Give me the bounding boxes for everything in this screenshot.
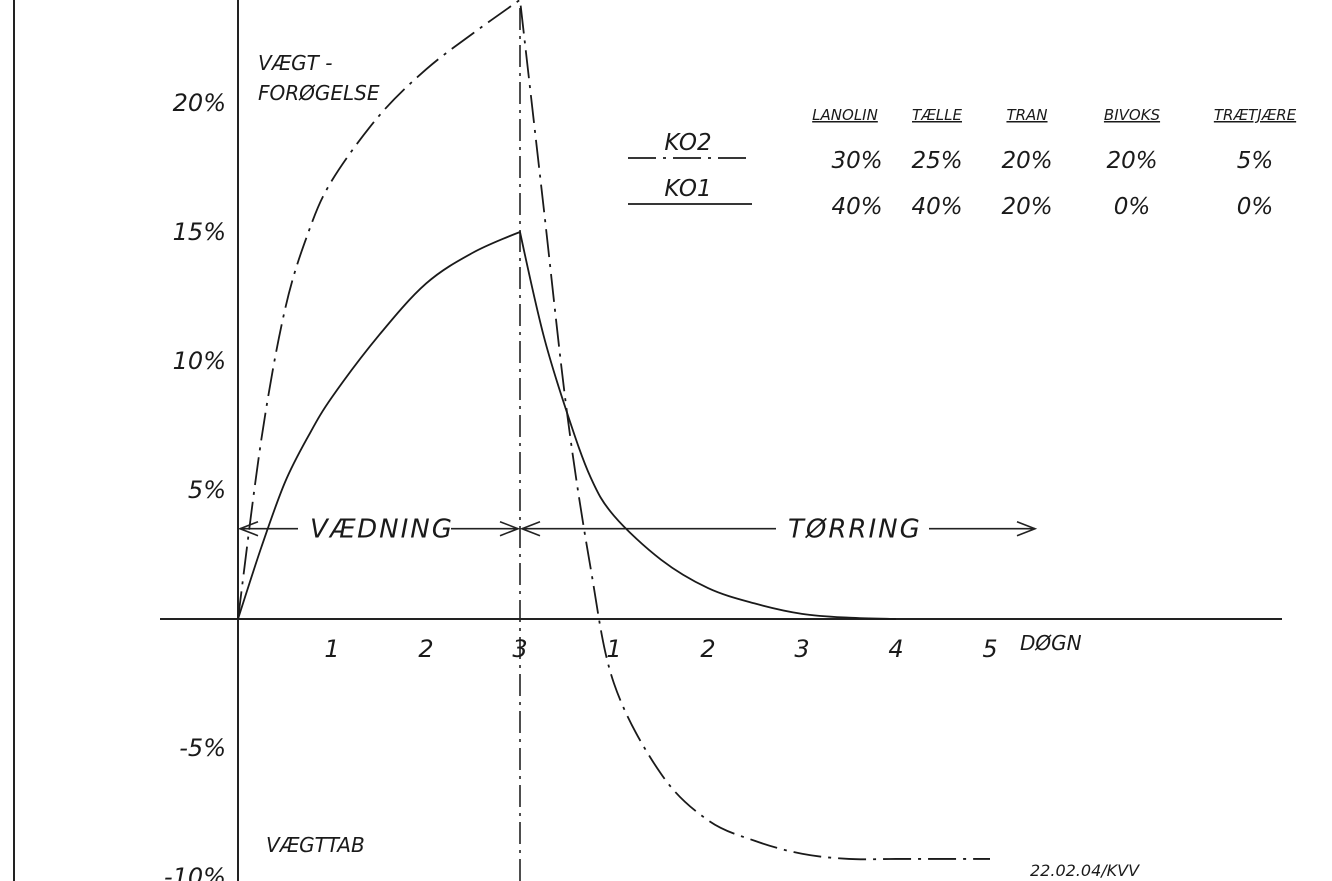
phase-arrowhead xyxy=(237,520,259,537)
y-label-top-line2: FORØGELSE xyxy=(258,81,380,105)
series-line-ko1 xyxy=(237,230,897,620)
y-tick-label: 10% xyxy=(173,347,226,375)
y-label-top-line1: VÆGT - xyxy=(258,51,332,75)
phase-arrowhead xyxy=(1016,520,1038,537)
x-tick-label: 2 xyxy=(700,635,715,663)
legend-value: 30% xyxy=(831,148,882,174)
x-tick-label: 3 xyxy=(794,635,809,663)
phase-label: VÆDNING xyxy=(310,515,454,545)
legend-value: 40% xyxy=(831,194,882,220)
y-label-bottom: VÆGTTAB xyxy=(266,833,365,857)
x-tick-label: 3 xyxy=(512,635,527,663)
legend-value: 20% xyxy=(1001,194,1052,220)
phase-label: TØRRING xyxy=(788,515,922,545)
series-line-ko2 xyxy=(237,0,990,861)
legend-value: 0% xyxy=(1237,194,1274,220)
legend-header: BIVOKS xyxy=(1104,106,1161,124)
phase-arrowhead xyxy=(499,520,521,537)
legend-value: 20% xyxy=(1001,148,1052,174)
y-tick-label: 15% xyxy=(173,218,226,246)
legend-value: 40% xyxy=(911,194,962,220)
legend-value: 25% xyxy=(911,148,962,174)
y-tick-label: -5% xyxy=(179,734,226,762)
legend-value: 20% xyxy=(1106,148,1157,174)
date-signature: 22.02.04/KVV xyxy=(1030,861,1140,880)
y-tick-labels: 25%20%15%10%5%-5%-10% xyxy=(164,89,226,881)
y-tick-label: 20% xyxy=(173,89,226,117)
x-tick-labels: 1 2 3 1 2 3 4 5 xyxy=(324,635,997,663)
y-tick-label: 5% xyxy=(188,476,226,504)
x-tick-label: 2 xyxy=(418,635,433,663)
legend-header: TÆLLE xyxy=(912,106,962,124)
legend-header: TRÆTJÆRE xyxy=(1214,106,1297,124)
x-axis-label: DØGN xyxy=(1020,631,1082,655)
series-group xyxy=(237,0,990,861)
y-tick-label: -10% xyxy=(164,863,226,881)
legend-header: TRAN xyxy=(1006,106,1047,124)
x-tick-label: 1 xyxy=(606,635,621,663)
legend-header: LANOLIN xyxy=(812,106,878,124)
x-tick-label: 4 xyxy=(888,635,903,663)
phase-arrowhead xyxy=(519,520,541,537)
legend-table: LANOLIN TÆLLE TRAN BIVOKS TRÆTJÆRE KO2 30% 25% 2… xyxy=(628,106,1297,220)
x-tick-label: 1 xyxy=(324,635,339,663)
legend-series-name: KO1 xyxy=(664,176,711,202)
legend-value: 5% xyxy=(1237,148,1274,174)
legend-series-name: KO2 xyxy=(664,130,711,156)
x-tick-label: 5 xyxy=(982,635,997,663)
phase-arrows: VÆDNING TØRRING xyxy=(237,515,1038,545)
legend-value: 0% xyxy=(1114,194,1151,220)
